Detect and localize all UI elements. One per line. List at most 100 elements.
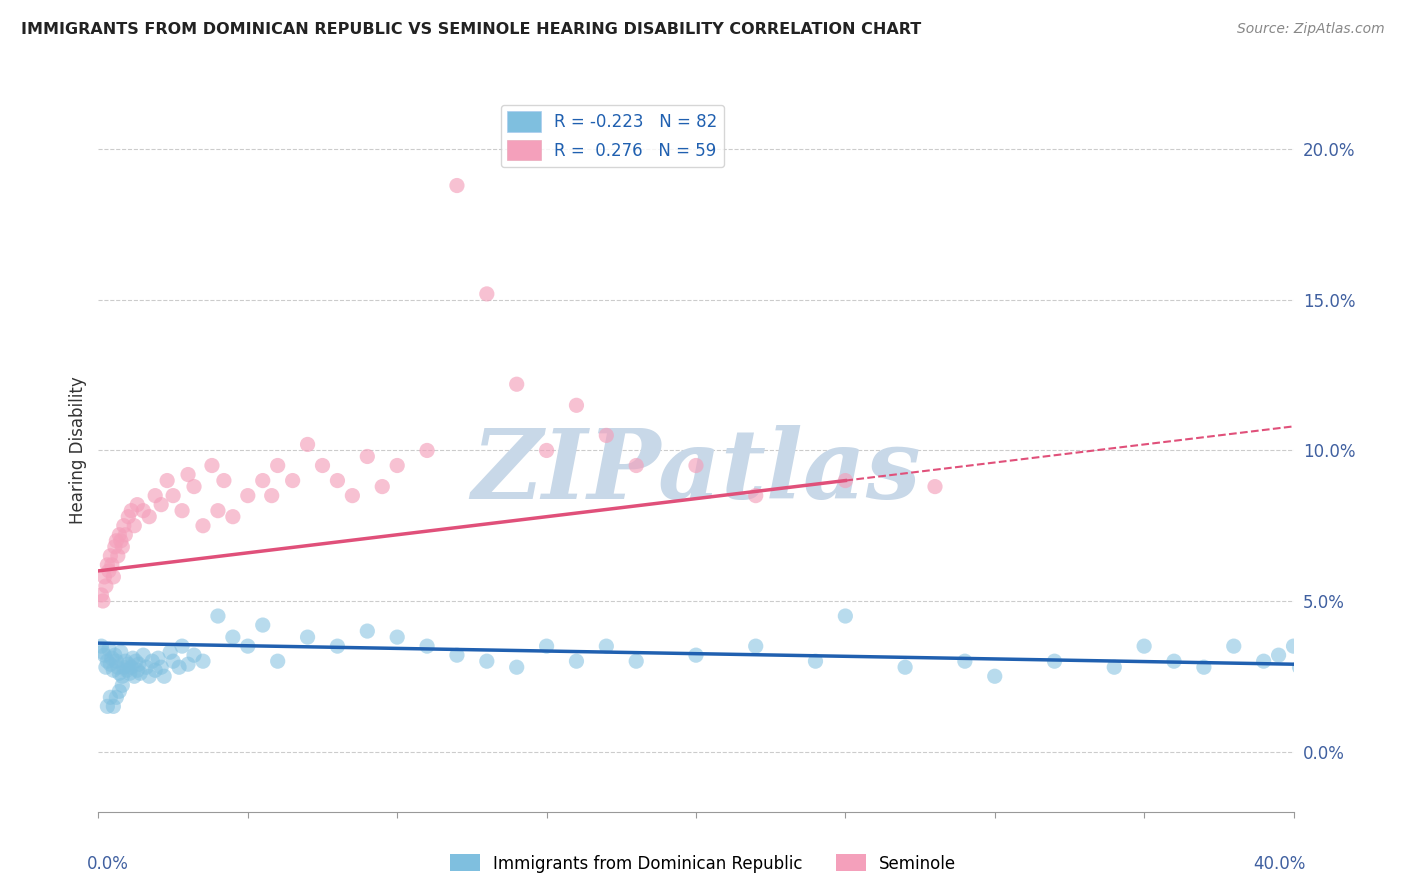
Point (342, 489, 364, 503)
Point (94, 579, 117, 593)
Point (93, 570, 115, 584)
Point (91, 594, 114, 608)
Point (804, 654, 827, 668)
Point (475, 287, 498, 301)
Point (281, 474, 304, 488)
Point (326, 474, 349, 488)
Point (183, 648, 205, 662)
Point (120, 503, 142, 517)
Point (132, 503, 155, 517)
Point (1192, 660, 1215, 674)
Point (385, 458, 409, 473)
Point (506, 377, 529, 392)
Point (101, 558, 124, 572)
Point (1288, 660, 1310, 674)
Point (172, 639, 194, 653)
Point (97, 564, 120, 578)
Point (118, 666, 141, 681)
Point (834, 474, 856, 488)
Point (297, 630, 319, 644)
Point (894, 660, 917, 674)
Point (626, 458, 648, 473)
Point (127, 498, 149, 512)
Point (91, 645, 114, 659)
Point (626, 654, 648, 668)
Point (110, 533, 132, 548)
Point (138, 669, 160, 683)
Point (252, 474, 274, 488)
Point (159, 645, 181, 659)
Point (1133, 639, 1156, 653)
Point (745, 639, 768, 653)
Point (212, 474, 235, 488)
Point (191, 654, 214, 668)
Point (115, 663, 138, 677)
Point (207, 609, 229, 624)
Point (177, 467, 200, 482)
Point (93, 648, 115, 662)
Point (446, 648, 468, 662)
Point (416, 639, 439, 653)
Legend: R = -0.223   N = 82, R =  0.276   N = 59: R = -0.223 N = 82, R = 0.276 N = 59 (501, 104, 724, 167)
Point (201, 458, 224, 473)
Point (356, 624, 378, 639)
Point (108, 528, 131, 542)
Text: 40.0%: 40.0% (1253, 855, 1306, 873)
Point (565, 654, 588, 668)
Point (128, 657, 150, 672)
Point (984, 669, 1007, 683)
Point (98, 690, 122, 705)
Point (125, 654, 148, 668)
Point (356, 450, 378, 464)
Point (1223, 639, 1246, 653)
Point (110, 645, 132, 659)
Point (148, 651, 170, 665)
Point (141, 654, 163, 668)
Point (117, 657, 139, 672)
Point (98, 657, 122, 672)
Point (834, 609, 856, 624)
Point (311, 458, 333, 473)
Point (565, 398, 588, 412)
Point (112, 518, 135, 533)
Point (297, 437, 319, 451)
Point (924, 480, 946, 494)
Point (595, 639, 617, 653)
Point (1267, 648, 1289, 662)
Point (191, 518, 214, 533)
Point (107, 549, 129, 563)
Point (1282, 639, 1305, 653)
Point (105, 690, 128, 705)
Point (150, 498, 173, 512)
Point (105, 533, 128, 548)
Point (162, 489, 184, 503)
Point (1043, 654, 1066, 668)
Point (446, 178, 468, 193)
Point (183, 480, 205, 494)
Point (124, 669, 146, 683)
Point (124, 518, 146, 533)
Point (129, 666, 152, 681)
Point (111, 669, 134, 683)
Legend: Immigrants from Dominican Republic, Seminole: Immigrants from Dominican Republic, Semi… (443, 847, 963, 880)
Point (222, 630, 245, 644)
Text: IMMIGRANTS FROM DOMINICAN REPUBLIC VS SEMINOLE HEARING DISABILITY CORRELATION CH: IMMIGRANTS FROM DOMINICAN REPUBLIC VS SE… (21, 22, 921, 37)
Point (595, 428, 617, 442)
Point (1253, 654, 1275, 668)
Point (103, 663, 125, 677)
Point (117, 509, 139, 524)
Point (120, 660, 142, 674)
Point (267, 458, 290, 473)
Point (252, 618, 274, 632)
Point (132, 648, 155, 662)
Point (207, 503, 229, 517)
Point (114, 654, 136, 668)
Point (536, 443, 558, 458)
Point (326, 639, 349, 653)
Point (953, 654, 976, 668)
Point (143, 489, 166, 503)
Point (267, 654, 290, 668)
Point (138, 509, 160, 524)
Point (745, 489, 768, 503)
Point (167, 660, 190, 674)
